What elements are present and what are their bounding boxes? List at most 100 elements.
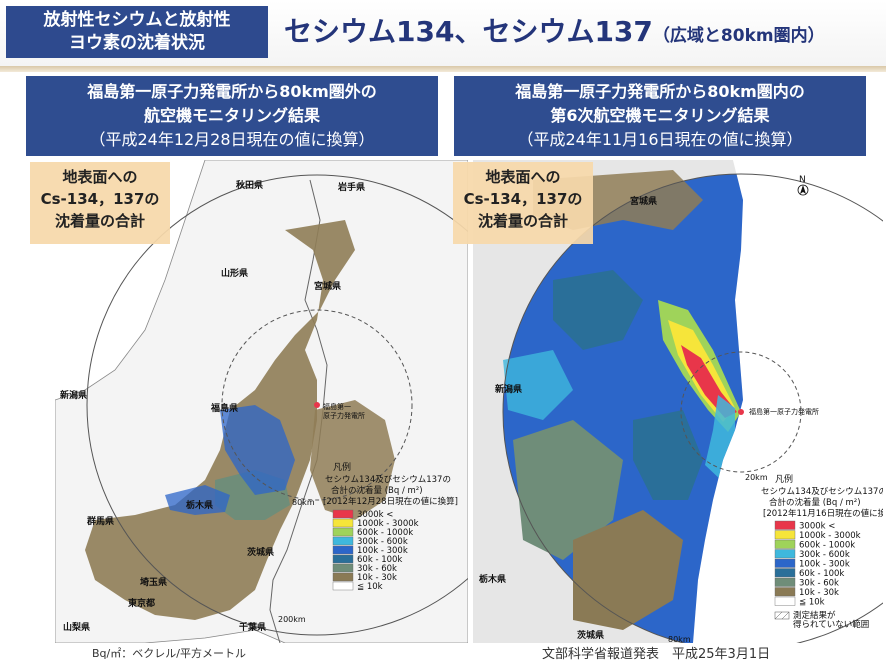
dist-label-80: 80km [292, 498, 315, 507]
pref-label: 秋田県 [235, 179, 263, 191]
legend-note: [2012年12月28日現在の値に換算] [323, 496, 458, 507]
legend-swatch [332, 536, 354, 546]
legend-swatch [774, 520, 796, 530]
legend-swatch [774, 587, 796, 597]
pref-label: 新潟県 [60, 389, 87, 401]
page-title: セシウム134、セシウム137（広域と80km圏内） [284, 14, 825, 50]
legend-item-label: 3000k < [799, 522, 835, 532]
legend-swatch [774, 530, 796, 540]
legend-hatch-label: 測定結果が [793, 610, 836, 621]
topic-label-line1: 放射性セシウムと放射性 [43, 10, 231, 30]
pref-label: 新潟県 [495, 383, 522, 395]
unit-note: Bq/㎡：ベクレル/平方メートル [92, 647, 246, 660]
legend-swatch [774, 577, 796, 587]
pref-label: 山梨県 [63, 621, 90, 633]
plant-marker [314, 402, 320, 408]
pref-label: 福島県 [210, 402, 238, 414]
legend-swatch [332, 581, 354, 591]
legend-item-label: 60k - 100k [357, 555, 402, 565]
legend-item-label: 10k - 30k [357, 573, 397, 583]
legend-swatch [332, 509, 354, 519]
right-map-tag: 地表面への Cs-134，137の 沈着量の合計 [453, 162, 593, 244]
legend-item-label: ≦ 10k [799, 598, 825, 608]
header-divider [0, 66, 886, 72]
plant-label: 原子力発電所 [323, 411, 365, 420]
right-panel-header: 福島第一原子力発電所から80km圏内の 第6次航空機モニタリング結果 （平成24… [454, 76, 866, 156]
left-panel-title-line2: 航空機モニタリング結果 [143, 106, 320, 125]
legend-swatch [774, 549, 796, 559]
pref-label: 千葉県 [239, 621, 266, 633]
left-panel-header: 福島第一原子力発電所から80km圏外の 航空機モニタリング結果 （平成24年12… [26, 76, 438, 156]
legend-swatch [332, 554, 354, 564]
pref-label: 埼玉県 [140, 576, 167, 588]
tag-line: Cs-134，137の [463, 190, 583, 208]
legend-item-label: 1000k - 3000k [357, 519, 419, 529]
svg-text:N: N [799, 175, 806, 185]
pref-label: 茨城県 [577, 629, 604, 641]
topic-label: 放射性セシウムと放射性 ヨウ素の沈着状況 [6, 6, 268, 58]
legend-item-label: 3000k < [357, 510, 393, 520]
dist-label-200: 200km [278, 615, 306, 624]
legend-swatch [332, 527, 354, 537]
pref-label: 宮城県 [630, 195, 657, 207]
pref-label: 山形県 [221, 267, 248, 279]
legend-item-label: ≦ 10k [357, 582, 383, 592]
legend-swatch [774, 539, 796, 549]
left-legend: 凡例 セシウム134及びセシウム137の 合計の沈着量 (Bq / m²) [2… [323, 461, 458, 592]
legend-item-label: 600k - 1000k [799, 541, 855, 551]
legend-item-label: 300k - 600k [799, 550, 850, 560]
pref-label: 栃木県 [186, 499, 213, 511]
legend-desc: 合計の沈着量 (Bq / m²) [331, 485, 423, 496]
tag-line: 地表面への [485, 168, 561, 186]
legend-desc: セシウム134及びセシウム137の [325, 475, 451, 485]
legend-desc: セシウム134及びセシウム137の [761, 487, 883, 497]
legend-hatch-swatch [774, 611, 790, 620]
legend-swatch [774, 596, 796, 606]
legend-item-label: 10k - 30k [799, 588, 839, 598]
pref-label: 東京都 [128, 597, 155, 609]
page-title-main: セシウム134、セシウム137 [284, 15, 653, 48]
left-panel-title-line1: 福島第一原子力発電所から80km圏外の [87, 82, 377, 101]
plant-label: 福島第一原子力発電所 [749, 407, 819, 416]
pref-label: 栃木県 [479, 573, 506, 585]
source-note: 文部科学省報道発表 平成25年3月1日 [542, 647, 771, 662]
legend-desc: 合計の沈着量 (Bq / m²) [769, 497, 861, 508]
legend-item-label: 100k - 300k [799, 560, 850, 570]
page-title-sub: （広域と80km圏内） [652, 26, 825, 46]
right-panel-title-line2: 第6次航空機モニタリング結果 [550, 106, 770, 125]
legend-swatch [774, 568, 796, 578]
right-panel-title-line1: 福島第一原子力発電所から80km圏内の [515, 82, 805, 101]
legend-swatch [332, 518, 354, 528]
legend-swatch [332, 545, 354, 555]
dist-label-80: 80km [668, 635, 691, 643]
legend-note: [2012年11月16日現在の値に換算] [763, 508, 883, 519]
tag-line: 沈着量の合計 [54, 212, 145, 230]
legend-hatch-label: 得られていない範囲 [793, 619, 869, 630]
plant-label: 福島第一 [323, 402, 351, 411]
right-legend: 凡例 セシウム134及びセシウム137の 合計の沈着量 (Bq / m²) [2… [761, 473, 883, 630]
left-prefecture-labels: 秋田県 岩手県 山形県 宮城県 新潟県 福島県 群馬県 栃木県 茨城県 埼玉県 … [60, 179, 365, 633]
legend-swatch [332, 572, 354, 582]
north-compass-icon: N [797, 175, 809, 196]
right-panel-period: （平成24年11月16日現在の値に換算） [517, 130, 803, 149]
legend-title: 凡例 [775, 473, 793, 485]
tag-line: 地表面への [62, 168, 138, 186]
topic-label-line2: ヨウ素の沈着状況 [69, 33, 205, 53]
pref-label: 群馬県 [86, 515, 114, 527]
legend-item-label: 300k - 600k [357, 537, 408, 547]
plant-marker [738, 409, 744, 415]
left-map-tag: 地表面への Cs-134，137の 沈着量の合計 [30, 162, 170, 244]
legend-item-label: 1000k - 3000k [799, 531, 861, 541]
legend-item-label: 60k - 100k [799, 569, 844, 579]
dist-label-20: 20km [745, 473, 768, 482]
tag-line: 沈着量の合計 [477, 212, 568, 230]
legend-swatch [774, 558, 796, 568]
legend-item-label: 30k - 60k [357, 564, 397, 574]
legend-item-label: 100k - 300k [357, 546, 408, 556]
legend-swatch [332, 563, 354, 573]
tag-line: Cs-134，137の [40, 190, 160, 208]
pref-label: 宮城県 [314, 280, 341, 292]
left-panel-period: （平成24年12月28日現在の値に換算） [89, 130, 375, 149]
legend-item-label: 600k - 1000k [357, 528, 413, 538]
legend-item-label: 30k - 60k [799, 579, 839, 589]
